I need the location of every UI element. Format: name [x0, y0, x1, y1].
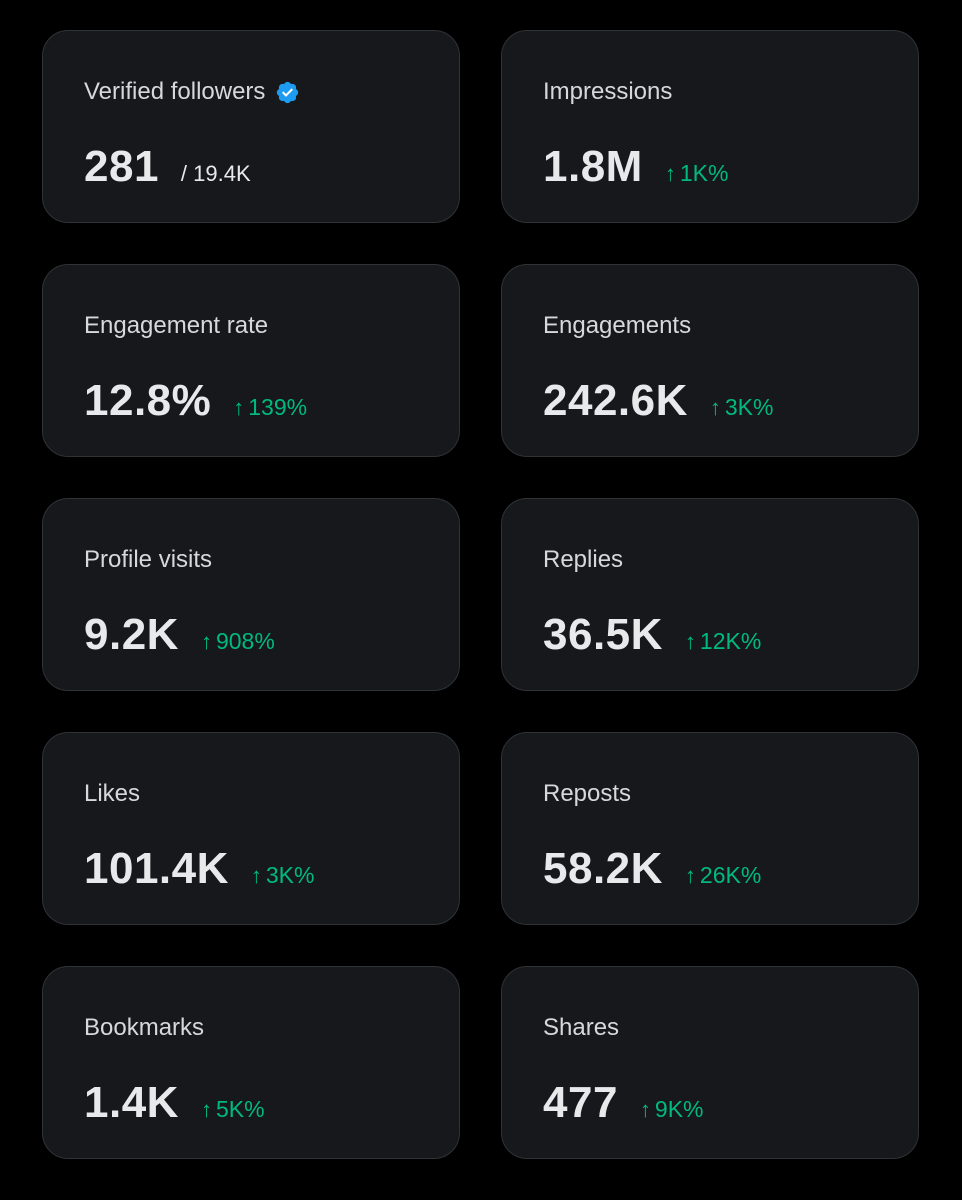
metric-label: Engagement rate: [84, 312, 269, 339]
arrow-up-icon: ↑: [639, 1097, 651, 1122]
metric-label: Verified followers: [84, 78, 266, 105]
verified-badge-icon: [277, 81, 299, 103]
metric-values: 36.5K ↑ 12K%: [543, 609, 761, 661]
metric-label-row: Engagements: [543, 311, 691, 341]
metric-values: 9.2K ↑ 908%: [84, 609, 275, 661]
metric-card-impressions[interactable]: Impressions 1.8M ↑ 1K%: [501, 30, 919, 223]
metric-change: ↑ 26K%: [685, 862, 761, 889]
metric-change: ↑ 3K%: [251, 862, 315, 889]
metric-label-row: Impressions: [543, 77, 672, 107]
arrow-up-icon: ↑: [200, 1097, 212, 1122]
metric-change-value: 139%: [248, 394, 308, 420]
metric-value: 1.8M: [543, 142, 643, 191]
metric-card-engagement-rate[interactable]: Engagement rate 12.8% ↑ 139%: [42, 264, 460, 457]
metric-card-shares[interactable]: Shares 477 ↑ 9K%: [501, 966, 919, 1159]
metric-value: 36.5K: [543, 610, 663, 659]
metric-change: ↑ 3K%: [710, 394, 774, 421]
metric-label-row: Profile visits: [84, 545, 212, 575]
metric-value: 58.2K: [543, 844, 663, 893]
metric-card-bookmarks[interactable]: Bookmarks 1.4K ↑ 5K%: [42, 966, 460, 1159]
metric-change-value: 3K%: [724, 394, 774, 420]
metric-change: ↑ 12K%: [685, 628, 761, 655]
metric-value: 9.2K: [84, 610, 179, 659]
metric-total: / 19.4K: [180, 161, 251, 186]
metric-values: 1.8M ↑ 1K%: [543, 141, 728, 193]
arrow-up-icon: ↑: [664, 161, 676, 186]
arrow-up-icon: ↑: [709, 395, 721, 420]
metric-change: ↑ 908%: [201, 628, 275, 655]
metric-label: Bookmarks: [84, 1014, 205, 1041]
metric-change: ↑ 9K%: [640, 1096, 704, 1123]
metric-label-row: Likes: [84, 779, 140, 809]
metric-change-value: 26K%: [699, 862, 762, 888]
arrow-up-icon: ↑: [250, 863, 262, 888]
metric-label: Likes: [84, 780, 141, 807]
metrics-grid: Verified followers 281 / 19.4K Impressio…: [42, 30, 919, 1159]
metric-card-replies[interactable]: Replies 36.5K ↑ 12K%: [501, 498, 919, 691]
metric-card-reposts[interactable]: Reposts 58.2K ↑ 26K%: [501, 732, 919, 925]
metric-label: Replies: [543, 546, 624, 573]
metric-value: 101.4K: [84, 844, 229, 893]
metric-values: 101.4K ↑ 3K%: [84, 843, 314, 895]
metric-value: 12.8%: [84, 376, 212, 425]
metric-values: 12.8% ↑ 139%: [84, 375, 307, 427]
metric-label: Engagements: [543, 312, 692, 339]
metric-label-row: Replies: [543, 545, 623, 575]
metric-change-value: 5K%: [215, 1096, 265, 1122]
metric-label: Impressions: [543, 78, 673, 105]
metric-value: 281: [84, 142, 159, 191]
metric-change: ↑ 139%: [233, 394, 307, 421]
metric-values: 58.2K ↑ 26K%: [543, 843, 761, 895]
metric-value: 477: [543, 1078, 618, 1127]
metric-label-row: Engagement rate: [84, 311, 268, 341]
arrow-up-icon: ↑: [684, 863, 696, 888]
metric-card-likes[interactable]: Likes 101.4K ↑ 3K%: [42, 732, 460, 925]
metric-values: 1.4K ↑ 5K%: [84, 1077, 265, 1129]
metric-label-row: Bookmarks: [84, 1013, 204, 1043]
metric-value: 1.4K: [84, 1078, 179, 1127]
metric-change-value: 1K%: [679, 160, 729, 186]
arrow-up-icon: ↑: [684, 629, 696, 654]
metric-change-value: 908%: [215, 628, 275, 654]
metric-label: Shares: [543, 1014, 620, 1041]
metric-label: Reposts: [543, 780, 632, 807]
metric-change-value: 12K%: [699, 628, 762, 654]
metric-values: 281 / 19.4K: [84, 141, 251, 193]
metric-card-engagements[interactable]: Engagements 242.6K ↑ 3K%: [501, 264, 919, 457]
metric-values: 477 ↑ 9K%: [543, 1077, 704, 1129]
arrow-up-icon: ↑: [200, 629, 212, 654]
metric-card-profile-visits[interactable]: Profile visits 9.2K ↑ 908%: [42, 498, 460, 691]
metric-label: Profile visits: [84, 546, 213, 573]
metric-value: 242.6K: [543, 376, 688, 425]
metric-change-value: 3K%: [265, 862, 315, 888]
metric-values: 242.6K ↑ 3K%: [543, 375, 773, 427]
metric-change: ↑ 1K%: [665, 160, 729, 187]
arrow-up-icon: ↑: [233, 395, 245, 420]
metric-label-row: Verified followers: [84, 77, 300, 107]
metric-change-value: 9K%: [654, 1096, 704, 1122]
metric-card-verified-followers[interactable]: Verified followers 281 / 19.4K: [42, 30, 460, 223]
metric-label-row: Shares: [543, 1013, 619, 1043]
metric-label-row: Reposts: [543, 779, 631, 809]
metric-change: ↑ 5K%: [201, 1096, 265, 1123]
